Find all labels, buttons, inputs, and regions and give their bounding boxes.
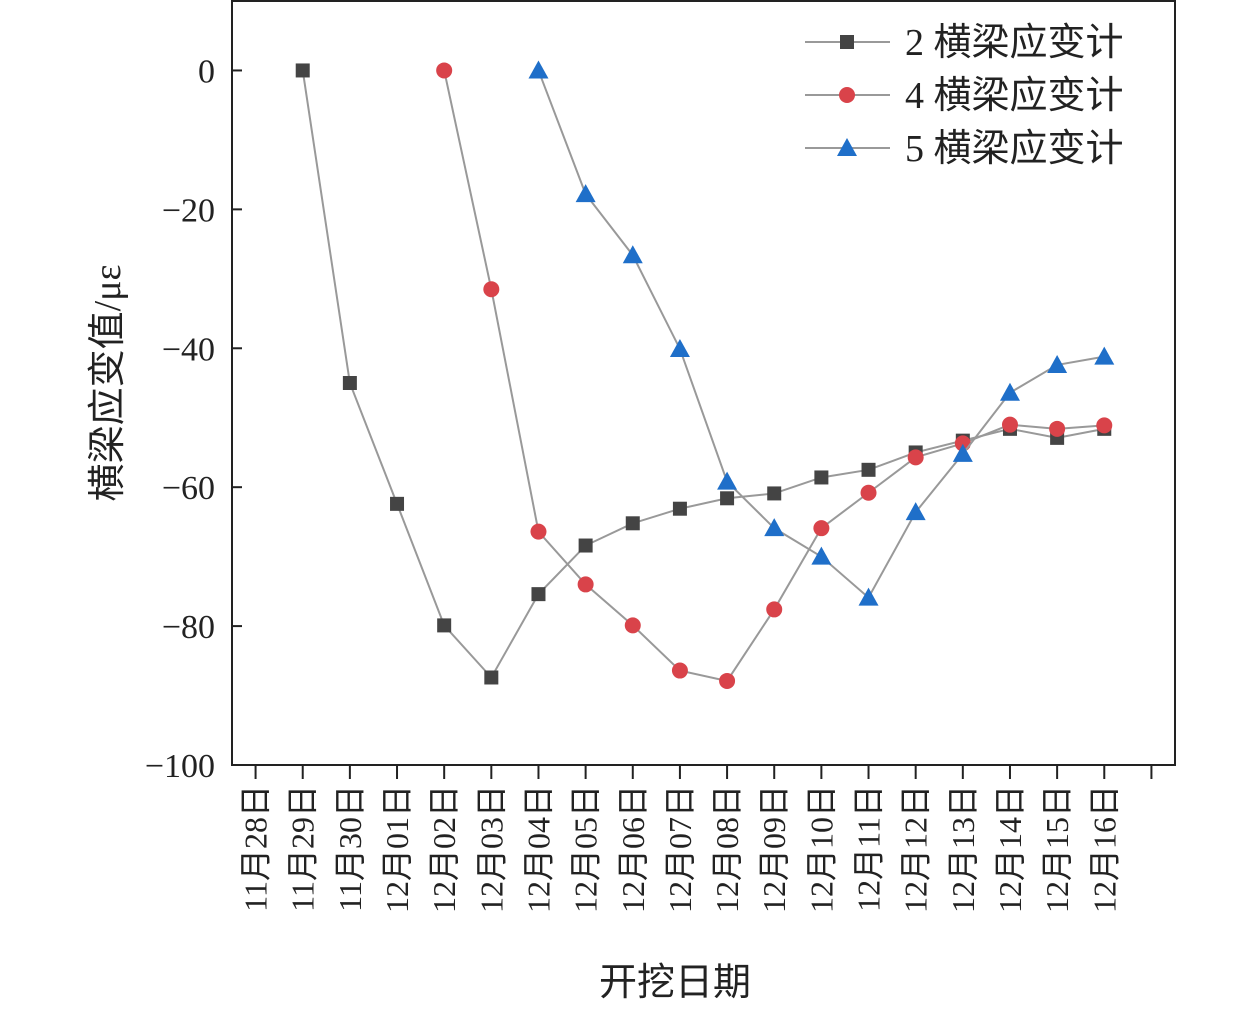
y-tick-label: −100 bbox=[145, 748, 215, 785]
marker bbox=[436, 62, 453, 79]
marker bbox=[837, 138, 857, 156]
marker bbox=[575, 184, 596, 203]
legend-label: 5 横梁应变计 bbox=[905, 128, 1124, 170]
x-tick-label: 12月14日 bbox=[992, 785, 1028, 913]
marker bbox=[811, 546, 832, 565]
marker bbox=[717, 471, 738, 490]
marker bbox=[840, 35, 854, 49]
marker bbox=[624, 617, 641, 634]
legend-label: 4 横梁应变计 bbox=[905, 75, 1124, 117]
marker bbox=[905, 502, 926, 521]
x-tick-label: 12月13日 bbox=[945, 785, 981, 913]
x-tick-label: 12月10日 bbox=[803, 785, 839, 913]
x-tick-label: 11月29日 bbox=[285, 785, 321, 912]
marker bbox=[720, 491, 735, 506]
marker bbox=[1049, 420, 1066, 437]
marker bbox=[814, 470, 829, 485]
plot-frame bbox=[231, 0, 1176, 766]
marker bbox=[766, 601, 783, 618]
x-tick-label: 12月06日 bbox=[615, 785, 651, 913]
marker bbox=[719, 672, 736, 689]
marker bbox=[295, 63, 310, 78]
x-tick-label: 12月08日 bbox=[709, 785, 745, 913]
x-tick-label: 12月03日 bbox=[473, 785, 509, 913]
x-tick-label: 12月09日 bbox=[756, 785, 792, 913]
x-tick-label: 12月16日 bbox=[1086, 785, 1122, 913]
marker bbox=[767, 486, 782, 501]
marker bbox=[531, 587, 546, 602]
series-line bbox=[301, 70, 1105, 680]
x-axis-label: 开挖日期 bbox=[599, 962, 751, 1004]
y-tick-label: 0 bbox=[198, 53, 215, 90]
marker bbox=[483, 281, 500, 298]
marker bbox=[1001, 416, 1018, 433]
x-tick-label: 11月28日 bbox=[238, 785, 274, 912]
marker bbox=[858, 587, 879, 606]
marker bbox=[577, 576, 594, 593]
marker bbox=[530, 523, 547, 540]
y-tick-label: −60 bbox=[162, 470, 215, 507]
marker bbox=[669, 338, 690, 357]
x-tick-label: 12月02日 bbox=[426, 785, 462, 913]
y-tick-label: −80 bbox=[162, 609, 215, 646]
x-tick-label: 11月30日 bbox=[332, 785, 368, 912]
marker bbox=[622, 245, 643, 264]
marker bbox=[528, 60, 549, 79]
x-tick-label: 12月15日 bbox=[1039, 785, 1075, 913]
marker bbox=[907, 449, 924, 466]
marker bbox=[1096, 417, 1113, 434]
marker bbox=[860, 484, 877, 501]
marker bbox=[813, 520, 830, 537]
marker bbox=[390, 496, 405, 511]
marker bbox=[625, 516, 640, 531]
marker bbox=[861, 462, 876, 477]
legend-label: 2 横梁应变计 bbox=[905, 22, 1124, 64]
marker bbox=[342, 376, 357, 390]
marker bbox=[437, 618, 452, 633]
x-tick-label: 12月01日 bbox=[379, 785, 415, 913]
marker bbox=[578, 538, 593, 553]
marker bbox=[952, 443, 973, 462]
marker bbox=[839, 87, 855, 103]
marker bbox=[764, 518, 785, 537]
y-tick-label: −20 bbox=[162, 192, 215, 229]
y-axis-label: 横梁应变值/με bbox=[87, 265, 129, 502]
marker bbox=[484, 670, 499, 685]
marker bbox=[1094, 346, 1115, 365]
x-tick-label: 12月04日 bbox=[520, 785, 556, 913]
x-tick-label: 12月12日 bbox=[898, 785, 934, 913]
marker bbox=[999, 382, 1020, 401]
x-tick-label: 12月07日 bbox=[662, 785, 698, 913]
x-tick-label: 12月11日 bbox=[851, 785, 887, 912]
marker bbox=[671, 662, 688, 679]
marker bbox=[1047, 354, 1068, 373]
x-tick-label: 12月05日 bbox=[568, 785, 604, 913]
marker bbox=[672, 501, 687, 516]
y-tick-label: −40 bbox=[162, 331, 215, 368]
